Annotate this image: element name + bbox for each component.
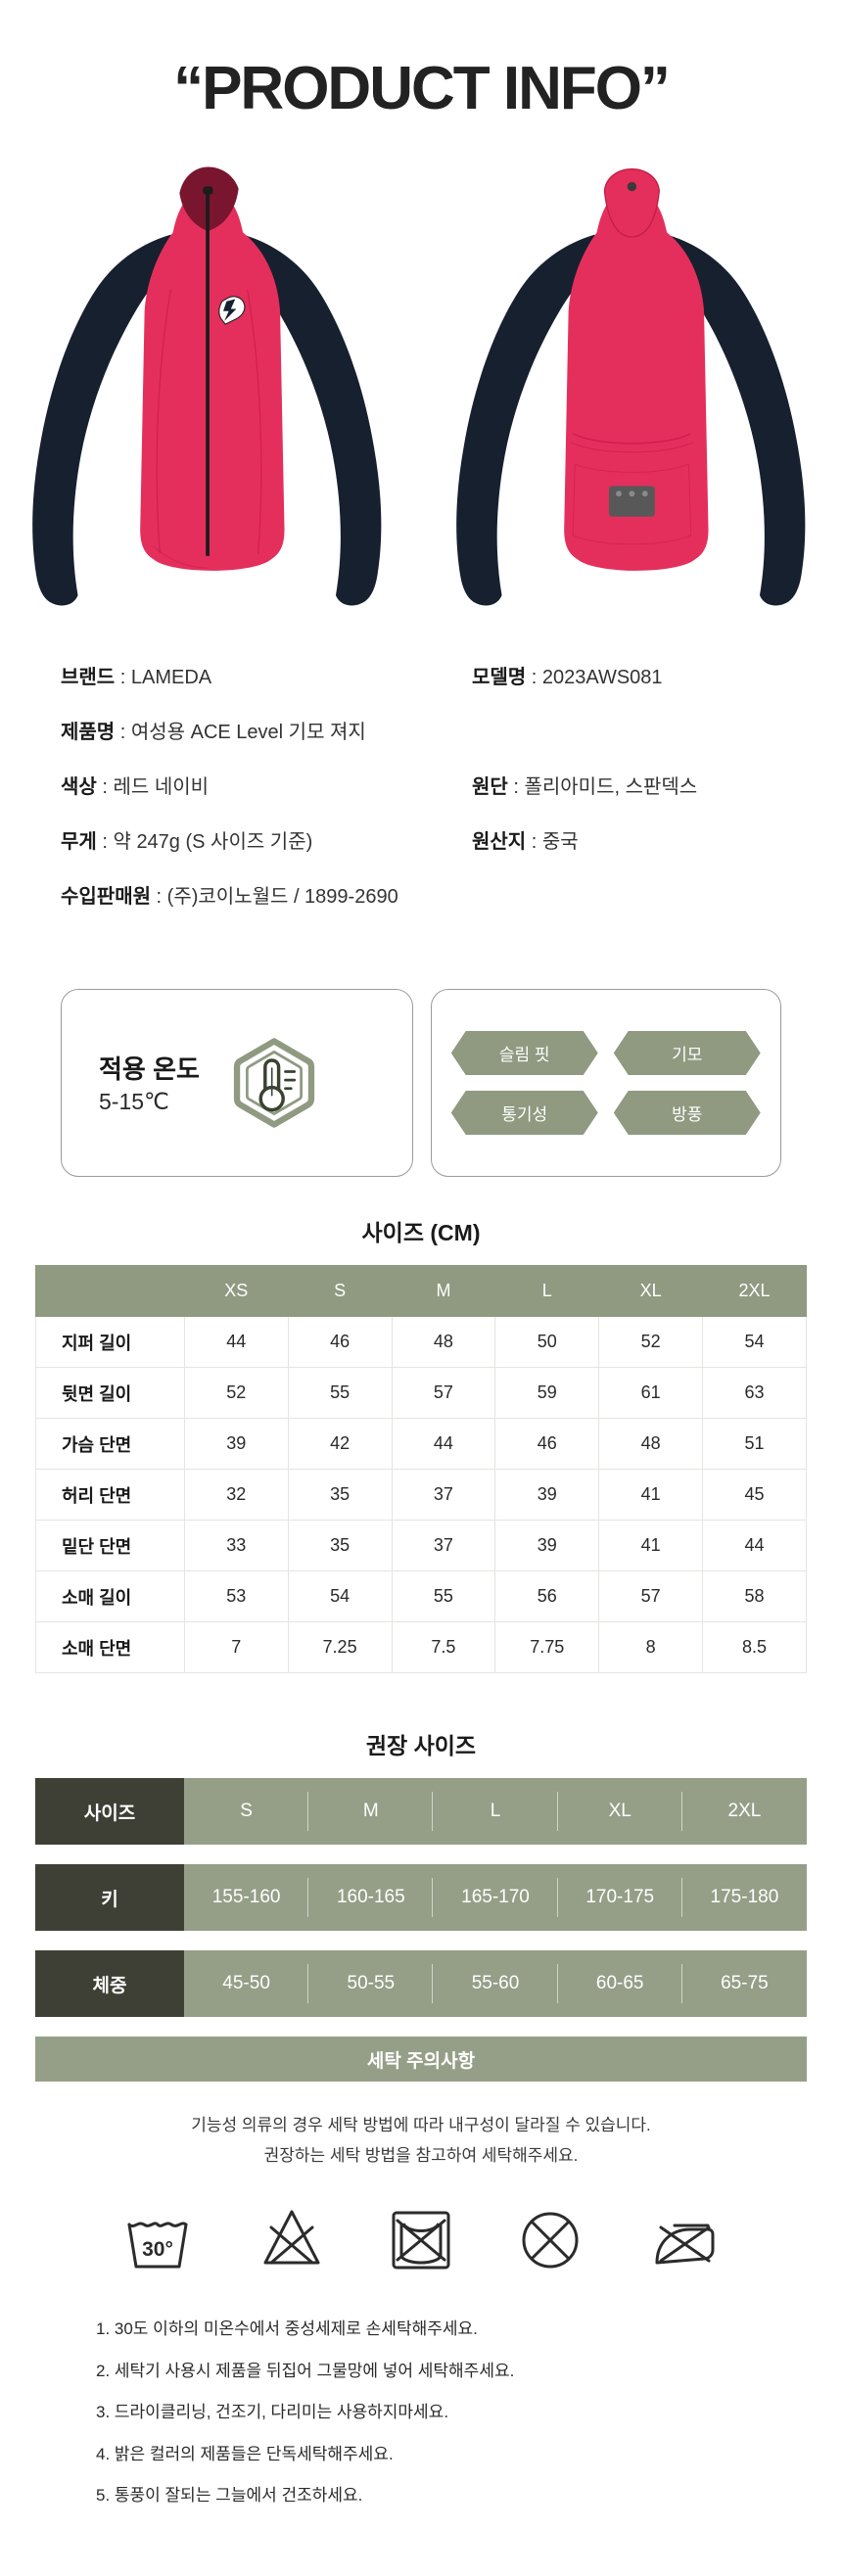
svg-text:30°: 30° bbox=[142, 2238, 173, 2261]
